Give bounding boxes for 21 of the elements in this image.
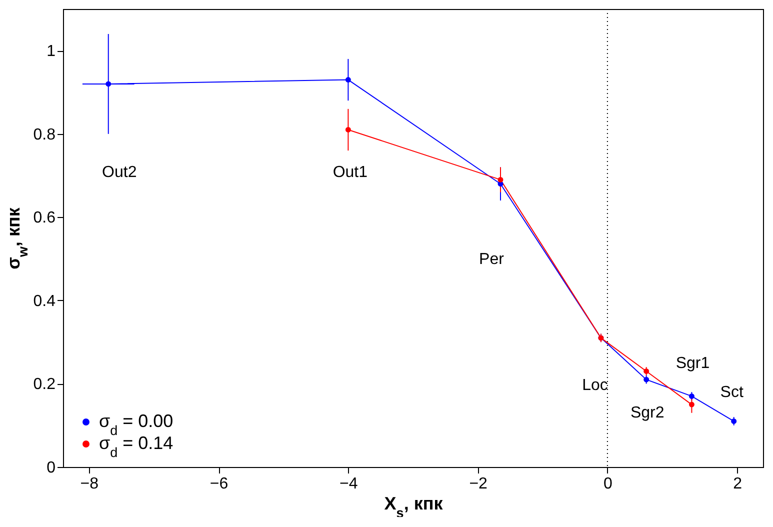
x-tick-label: −8 xyxy=(80,476,99,492)
x-tick-label: 2 xyxy=(733,476,742,492)
x-tick-label: 0 xyxy=(603,476,612,492)
y-tick-label: 1 xyxy=(46,43,56,60)
x-tick-label: −2 xyxy=(469,476,488,492)
y-tick-label: 0.6 xyxy=(33,210,56,227)
x-tick-label: −6 xyxy=(210,476,228,492)
annotation: Sgr2 xyxy=(630,404,664,422)
annotation: Sgr1 xyxy=(676,355,710,372)
y-tick-label: 0.4 xyxy=(33,292,56,310)
annotation: Loc xyxy=(582,376,608,394)
x-axis-title: X$_{s}$, кпк xyxy=(384,494,444,520)
annotation: Out2 xyxy=(102,164,137,181)
y-tick-label: 0.2 xyxy=(33,376,56,394)
annotation: Per xyxy=(479,250,505,268)
y-tick-label: 0.8 xyxy=(33,126,56,144)
y-tick-label: 0 xyxy=(46,460,56,476)
annotation: Out1 xyxy=(332,164,368,181)
annotation: Sct xyxy=(720,384,744,402)
legend-label: σ$_{d}$ = 0.00 xyxy=(99,411,174,438)
x-tick-label: −4 xyxy=(340,476,358,492)
